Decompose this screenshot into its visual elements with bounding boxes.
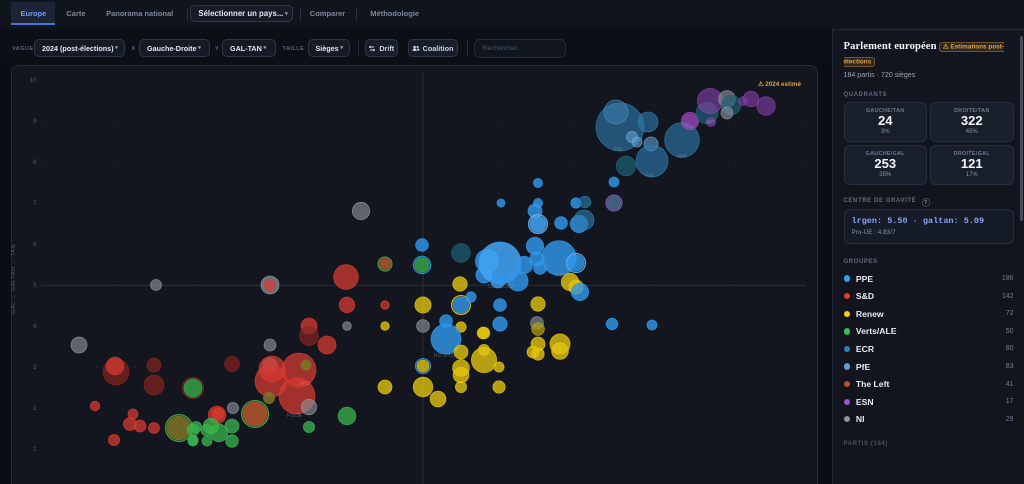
svg-text:3: 3 [33, 365, 37, 371]
svg-text:8: 8 [33, 160, 37, 166]
svg-text:4: 4 [33, 324, 37, 330]
svg-text:PSOE: PSOE [287, 413, 303, 419]
svg-text:RN: RN [678, 154, 686, 160]
svg-text:FdI: FdI [645, 173, 653, 179]
svg-text:SPD: SPD [299, 381, 310, 387]
svg-text:PP: PP [556, 273, 564, 279]
svg-text:10: 10 [30, 78, 37, 84]
svg-text:6: 6 [33, 242, 37, 248]
svg-text:2: 2 [33, 406, 37, 412]
svg-text:KO (PO): KO (PO) [434, 353, 455, 359]
svg-text:9: 9 [33, 119, 37, 125]
svg-text:1: 1 [33, 447, 37, 453]
svg-text:7: 7 [33, 201, 37, 207]
svg-text:PiS: PiS [614, 147, 623, 153]
svg-text:CDU/CSU: CDU/CSU [488, 284, 513, 290]
svg-text:AfD: AfD [706, 120, 715, 126]
svg-text:5: 5 [33, 283, 37, 289]
